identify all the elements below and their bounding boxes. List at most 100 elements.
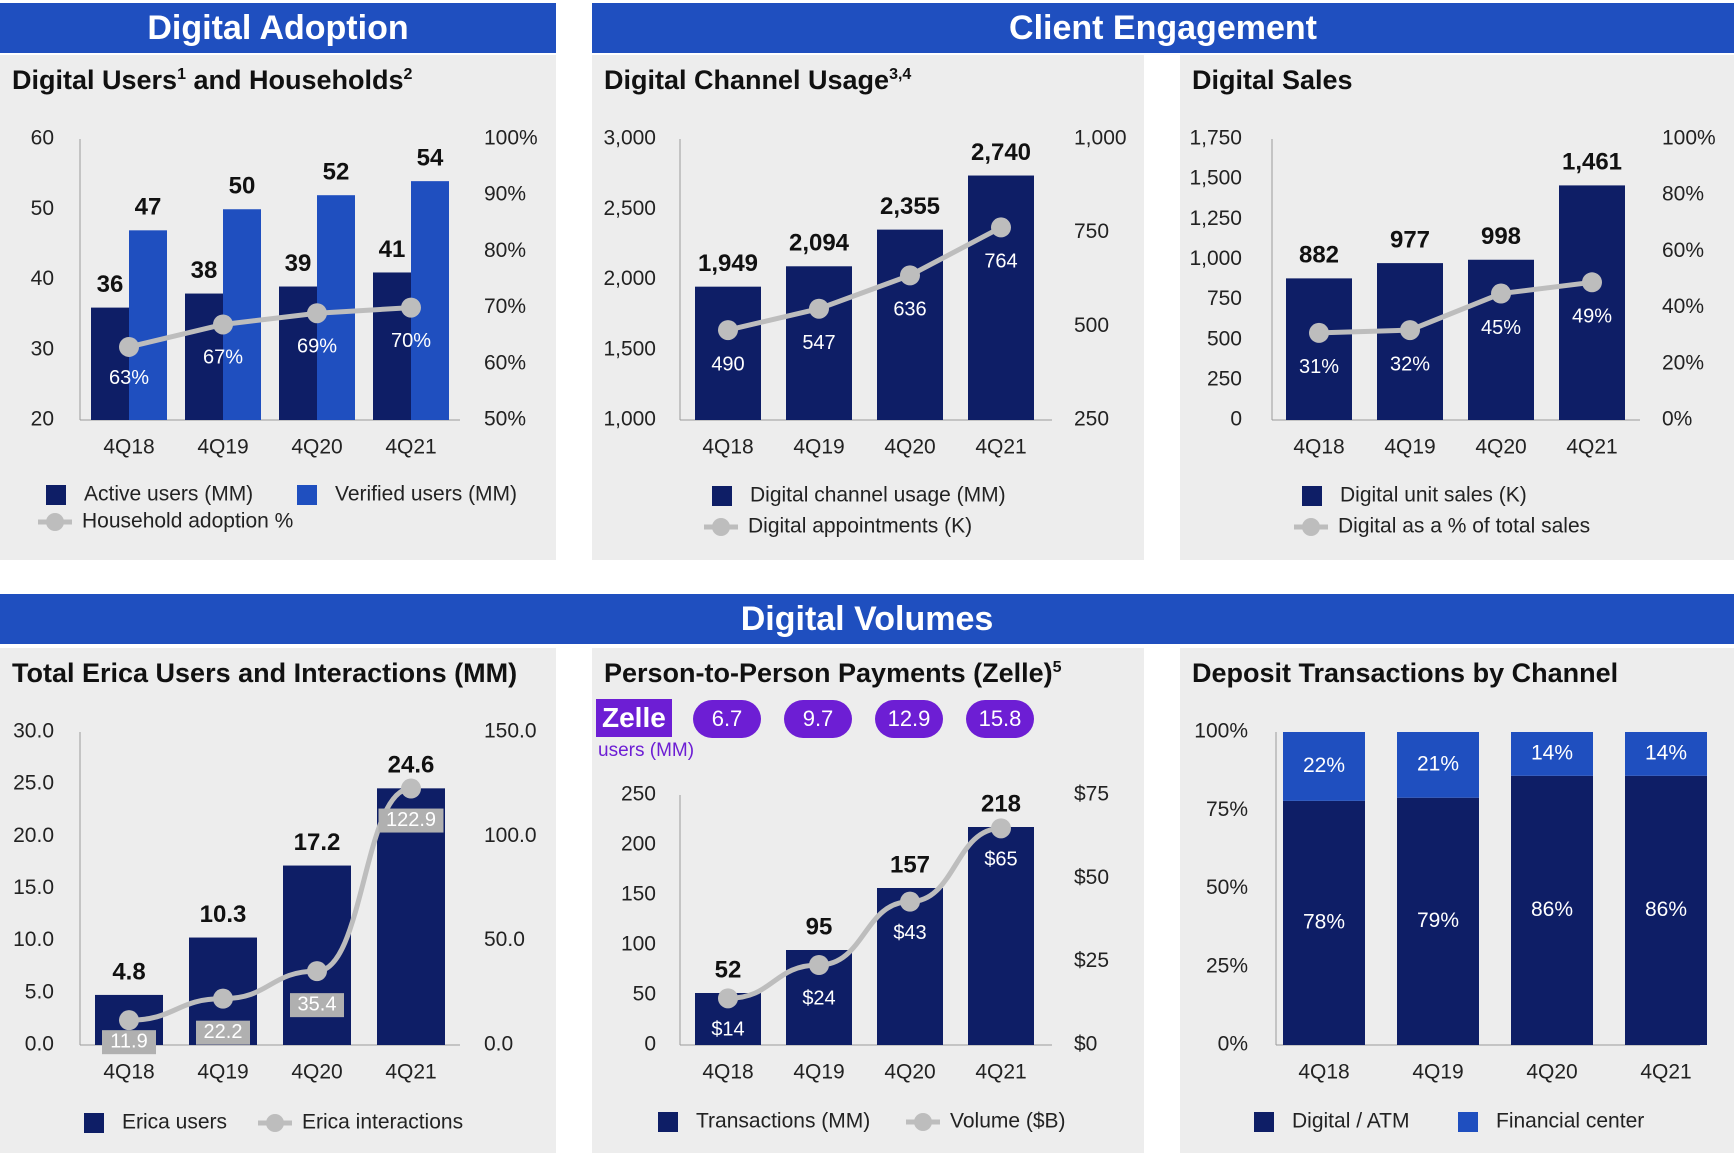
line-point bbox=[1582, 272, 1602, 293]
legend-swatch bbox=[84, 1113, 104, 1133]
y-tick-label: 3,000 bbox=[603, 127, 656, 150]
legend-label: Financial center bbox=[1496, 1110, 1644, 1133]
line-point bbox=[119, 336, 139, 357]
chart-title: Digital Sales bbox=[1192, 65, 1353, 95]
y-tick-label: 100 bbox=[621, 933, 656, 956]
x-tick-label: 4Q18 bbox=[702, 436, 753, 459]
chart-title: Person-to-Person Payments (Zelle)5 bbox=[604, 658, 1062, 688]
bar bbox=[185, 293, 223, 420]
data-label: 78% bbox=[1303, 910, 1345, 933]
y2-tick-label: $25 bbox=[1074, 949, 1109, 972]
y-tick-label: 750 bbox=[1207, 287, 1242, 310]
x-tick-label: 4Q19 bbox=[793, 1061, 844, 1084]
data-label: 14% bbox=[1645, 741, 1687, 764]
y2-tick-label: 500 bbox=[1074, 314, 1109, 337]
line-value-label: 11.9 bbox=[110, 1030, 147, 1052]
x-tick-label: 4Q19 bbox=[197, 436, 248, 459]
panel-digital-users: Digital Users1 and Households2 60 50 40 30 2… bbox=[0, 55, 556, 560]
y-tick-label: 40 bbox=[31, 267, 54, 290]
y2-tick-label: 100% bbox=[1662, 127, 1716, 150]
legend-label: Erica users bbox=[122, 1111, 227, 1134]
line-point bbox=[991, 818, 1011, 839]
line-point bbox=[1309, 322, 1329, 343]
y-tick-label: 20.0 bbox=[13, 824, 54, 847]
legend-line-marker bbox=[914, 1113, 932, 1131]
panel-deposit: Deposit Transactions by Channel 100% 75% 5… bbox=[1180, 648, 1734, 1153]
panel-erica: Total Erica Users and Interactions (MM) … bbox=[0, 648, 556, 1153]
legend-label: Digital channel usage (MM) bbox=[750, 484, 1006, 507]
legend-label: Digital as a % of total sales bbox=[1338, 515, 1590, 538]
x-tick-label: 4Q20 bbox=[884, 436, 935, 459]
y-tick-label: 25.0 bbox=[13, 772, 54, 795]
y2-tick-label: 70% bbox=[484, 295, 526, 318]
bar-value-label: 95 bbox=[806, 913, 833, 940]
y-tick-label: 1,500 bbox=[603, 337, 656, 360]
series-line bbox=[725, 825, 1004, 1001]
digital-channel-chart: 3,000 2,500 2,000 1,500 1,000 1,000 750 500 250 4… bbox=[603, 127, 1127, 538]
bar-financial-center bbox=[1283, 732, 1365, 801]
bar bbox=[373, 272, 411, 420]
bar bbox=[968, 827, 1034, 1045]
y-tick-label: 100% bbox=[1194, 720, 1248, 743]
line-value-label: 63% bbox=[109, 367, 149, 389]
y2-tick-label: 750 bbox=[1074, 220, 1109, 243]
bar bbox=[1559, 185, 1625, 420]
x-tick-label: 4Q21 bbox=[1566, 436, 1617, 459]
line-value-label: 45% bbox=[1481, 317, 1521, 339]
bar-value-label: 157 bbox=[890, 851, 930, 878]
bar-value-label: 10.3 bbox=[200, 901, 247, 928]
legend-swatch bbox=[46, 485, 66, 505]
y-tick-label: 1,000 bbox=[603, 408, 656, 431]
line-value-label: $14 bbox=[711, 1019, 744, 1041]
zelle-users-pill: 15.8 bbox=[966, 700, 1034, 738]
x-tick-label: 4Q18 bbox=[702, 1061, 753, 1084]
panel-digital-channel-usage: Digital Channel Usage3,4 3,000 2,500 2,000… bbox=[592, 55, 1144, 560]
x-tick-label: 4Q21 bbox=[385, 436, 436, 459]
legend-line-marker bbox=[712, 518, 730, 536]
line-point bbox=[809, 955, 829, 975]
bar-value-label: 1,461 bbox=[1562, 149, 1622, 176]
y2-tick-label: 0.0 bbox=[484, 1033, 513, 1056]
line-value-label: 70% bbox=[391, 330, 431, 352]
chart-title: Total Erica Users and Interactions (MM) bbox=[12, 658, 518, 688]
bar-digital-atm bbox=[1625, 775, 1707, 1045]
y-tick-label: 30 bbox=[31, 337, 54, 360]
y-tick-label: 0.0 bbox=[25, 1033, 54, 1056]
data-label: 86% bbox=[1531, 898, 1573, 921]
legend-label: Active users (MM) bbox=[84, 483, 253, 506]
erica-chart: 30.0 25.0 20.0 15.0 10.0 5.0 0.0 150.0 100.0 50.0… bbox=[13, 720, 536, 1134]
x-tick-label: 4Q20 bbox=[1475, 436, 1526, 459]
zelle-users-label: users (MM) bbox=[598, 740, 695, 761]
line-point bbox=[307, 303, 327, 324]
y2-tick-label: 50.0 bbox=[484, 928, 525, 951]
bar bbox=[91, 307, 129, 420]
series-line bbox=[126, 305, 414, 350]
bar-value-label: 998 bbox=[1481, 223, 1521, 250]
line-value-label: 32% bbox=[1390, 353, 1430, 375]
legend-label: Transactions (MM) bbox=[696, 1110, 870, 1133]
bar-value-label: 17.2 bbox=[294, 829, 341, 856]
y-tick-label: 10.0 bbox=[13, 928, 54, 951]
legend-swatch bbox=[1302, 486, 1322, 506]
line-point bbox=[900, 265, 920, 286]
legend-swatch bbox=[1458, 1112, 1478, 1132]
data-label: 14% bbox=[1531, 741, 1573, 764]
bar-financial-center bbox=[1625, 732, 1707, 776]
series-line bbox=[725, 224, 1004, 333]
x-tick-label: 4Q21 bbox=[385, 1061, 436, 1084]
legend-label: Verified users (MM) bbox=[335, 483, 517, 506]
legend-label: Digital / ATM bbox=[1292, 1110, 1409, 1133]
banner-digital-volumes: Digital Volumes bbox=[0, 594, 1734, 644]
y2-tick-label: 1,000 bbox=[1074, 127, 1127, 150]
y2-tick-label: $50 bbox=[1074, 866, 1109, 889]
y-tick-label: 60 bbox=[31, 127, 54, 150]
line-value-label: 49% bbox=[1572, 306, 1612, 328]
y2-tick-label: 80% bbox=[484, 239, 526, 262]
bar-value-label: 50 bbox=[229, 173, 256, 200]
x-tick-label: 4Q19 bbox=[1384, 436, 1435, 459]
legend-label: Volume ($B) bbox=[950, 1110, 1066, 1133]
y2-tick-label: 0% bbox=[1662, 408, 1692, 431]
y2-tick-label: $0 bbox=[1074, 1033, 1097, 1056]
y-tick-label: 50% bbox=[1206, 876, 1248, 899]
y-tick-label: 50 bbox=[31, 197, 54, 220]
